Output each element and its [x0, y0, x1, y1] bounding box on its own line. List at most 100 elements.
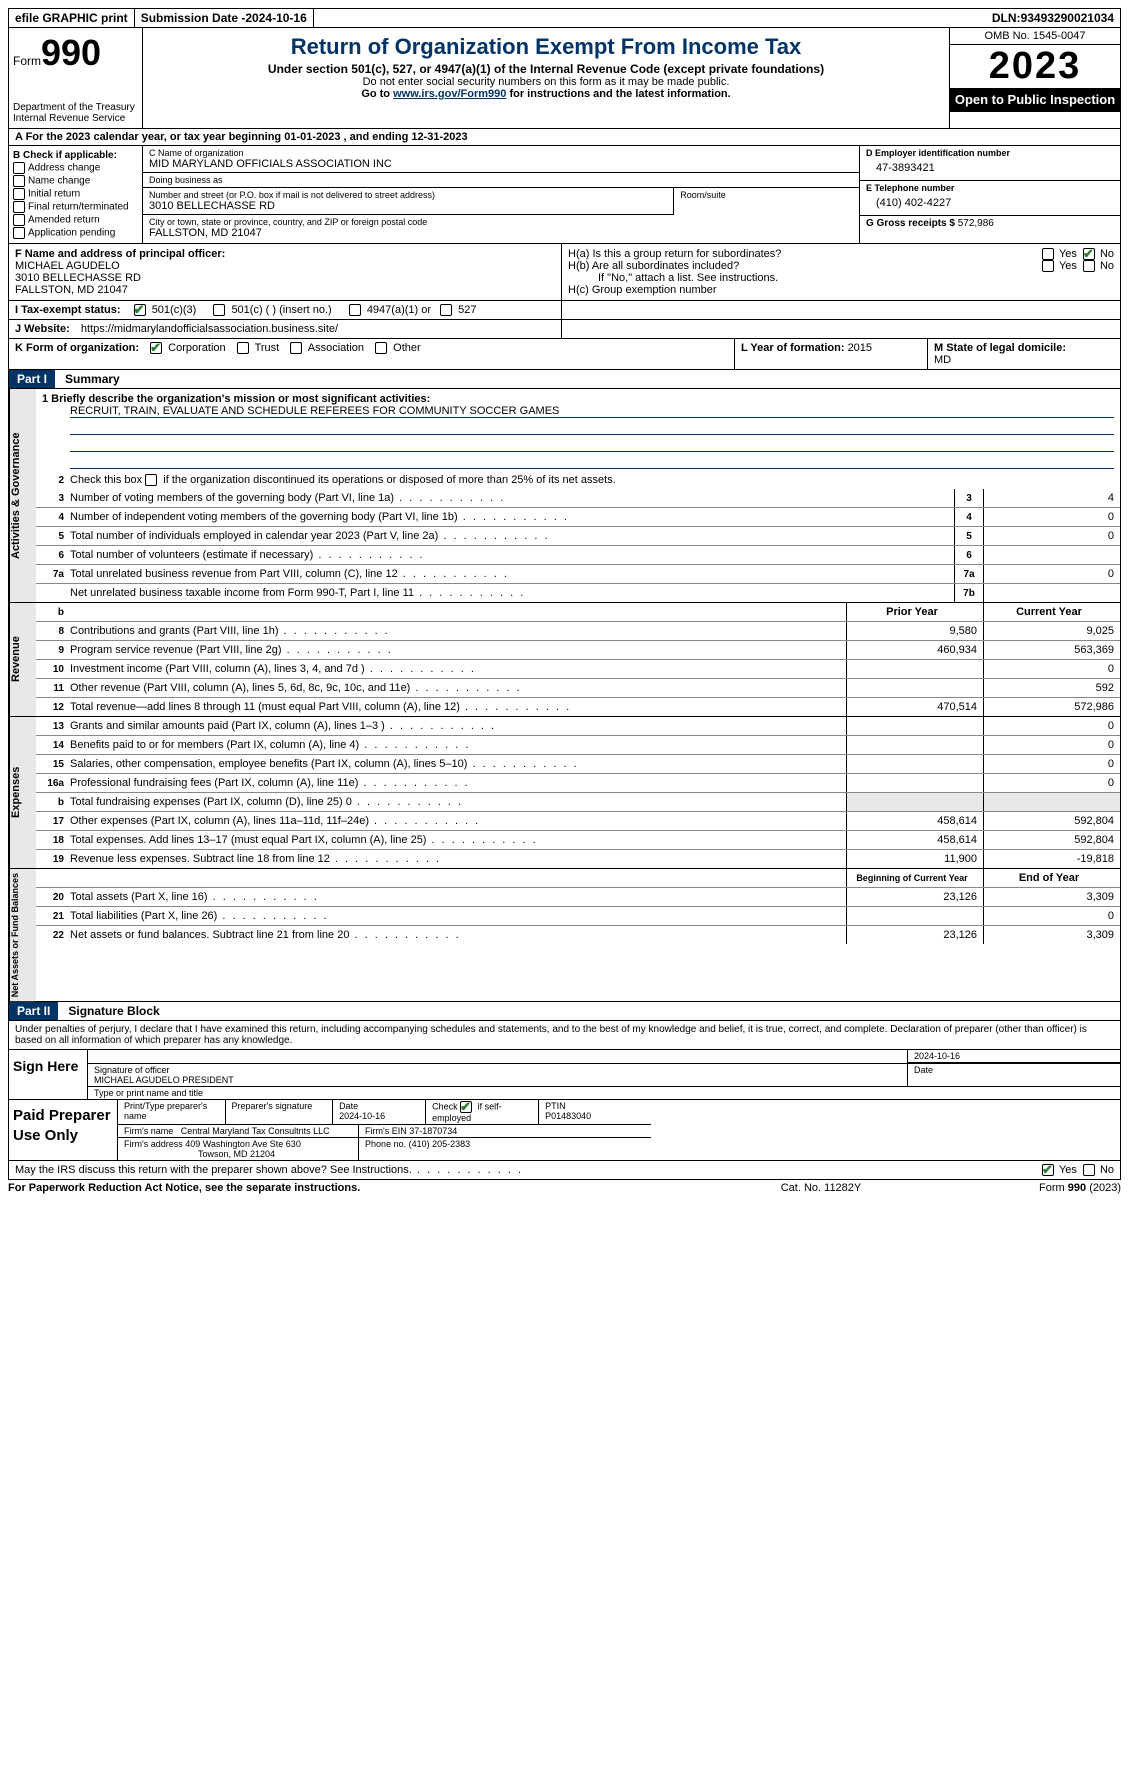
data-row: 12Total revenue—add lines 8 through 11 (…: [36, 698, 1120, 716]
ha-yes-checkbox[interactable]: [1042, 248, 1054, 260]
netassets-section: Net Assets or Fund Balances Beginning of…: [8, 869, 1121, 1002]
box-f-label: F Name and address of principal officer:: [15, 248, 555, 260]
header-right: OMB No. 1545-0047 2023 Open to Public In…: [949, 28, 1120, 128]
ck-other[interactable]: [375, 342, 387, 354]
ha-no-checkbox[interactable]: [1083, 248, 1095, 260]
data-row: 22Net assets or fund balances. Subtract …: [36, 926, 1120, 944]
line-a: A For the 2023 calendar year, or tax yea…: [8, 129, 1121, 146]
inspection-label: Open to Public Inspection: [950, 88, 1120, 112]
ck-4947[interactable]: [349, 304, 361, 316]
ck-address[interactable]: Address change: [13, 162, 138, 174]
data-row: 9Program service revenue (Part VIII, lin…: [36, 641, 1120, 660]
ein-cell: D Employer identification number 47-3893…: [860, 146, 1120, 181]
sig-date: 2024-10-16: [907, 1050, 1120, 1063]
irs-link[interactable]: www.irs.gov/Form990: [393, 88, 506, 100]
ck-trust[interactable]: [237, 342, 249, 354]
firm-phone-cell: Phone no. (410) 205-2383: [358, 1138, 651, 1160]
box-h-cont: [562, 301, 1120, 319]
part1-header: Part I Summary: [8, 370, 1121, 389]
h-b: H(b) Are all subordinates included? Yes …: [568, 260, 1114, 272]
klm-row: K Form of organization: Corporation Trus…: [8, 339, 1121, 370]
gov-row: 4Number of independent voting members of…: [36, 508, 1120, 527]
subtitle-1: Under section 501(c), 527, or 4947(a)(1)…: [149, 62, 943, 76]
data-row: 14Benefits paid to or for members (Part …: [36, 736, 1120, 755]
subtitle-3: Go to www.irs.gov/Form990 for instructio…: [149, 88, 943, 100]
box-h: H(a) Is this a group return for subordin…: [562, 244, 1120, 300]
ck-assoc[interactable]: [290, 342, 302, 354]
hb-yes-checkbox[interactable]: [1042, 260, 1054, 272]
hb-no-checkbox[interactable]: [1083, 260, 1095, 272]
gov-row: 6Total number of volunteers (estimate if…: [36, 546, 1120, 565]
type-name-label: Type or print name and title: [88, 1087, 1120, 1099]
ck-corp[interactable]: [150, 342, 162, 354]
gross-cell: G Gross receipts $ 572,986: [860, 216, 1120, 231]
exp-sidetab: Expenses: [9, 717, 36, 868]
ck-selfemployed[interactable]: [460, 1101, 472, 1113]
ck-501c[interactable]: [213, 304, 225, 316]
rev-sidetab: Revenue: [9, 603, 36, 716]
penalty-text: Under penalties of perjury, I declare th…: [8, 1021, 1121, 1050]
gov-row: 5Total number of individuals employed in…: [36, 527, 1120, 546]
data-row: 17Other expenses (Part IX, column (A), l…: [36, 812, 1120, 831]
entity-block: B Check if applicable: Address change Na…: [8, 146, 1121, 244]
gross-receipts: 572,986: [958, 218, 994, 229]
page-footer: For Paperwork Reduction Act Notice, see …: [8, 1180, 1121, 1194]
ck-amended[interactable]: Amended return: [13, 214, 138, 226]
sig-officer-cell: Signature of officer MICHAEL AGUDELO PRE…: [88, 1064, 907, 1086]
preparer-section: Paid Preparer Use Only Print/Type prepar…: [8, 1100, 1121, 1161]
officer-street: 3010 BELLECHASSE RD: [15, 272, 555, 284]
prep-selfemp-cell: Check if self-employed: [425, 1100, 538, 1124]
phone-value: (410) 402-4227: [866, 193, 1114, 213]
expenses-section: Expenses 13Grants and similar amounts pa…: [8, 717, 1121, 869]
h-b-note: If "No," attach a list. See instructions…: [568, 272, 1114, 284]
phone-cell: E Telephone number (410) 402-4227: [860, 181, 1120, 216]
box-deg: D Employer identification number 47-3893…: [859, 146, 1120, 243]
officer-city: FALLSTON, MD 21047: [15, 284, 555, 296]
form-title: Return of Organization Exempt From Incom…: [149, 34, 943, 60]
ck-initial[interactable]: Initial return: [13, 188, 138, 200]
data-row: 20Total assets (Part X, line 16)23,1263,…: [36, 888, 1120, 907]
footer-left: For Paperwork Reduction Act Notice, see …: [8, 1182, 721, 1194]
data-row: 18Total expenses. Add lines 13–17 (must …: [36, 831, 1120, 850]
blank-line: [70, 454, 1114, 469]
box-b: B Check if applicable: Address change Na…: [9, 146, 143, 243]
ck-pending[interactable]: Application pending: [13, 227, 138, 239]
dln: DLN: 93493290021034: [986, 9, 1120, 27]
gov-section: Activities & Governance 1 Briefly descri…: [8, 389, 1121, 603]
part2-label: Part II: [9, 1002, 58, 1020]
discuss-yes-checkbox[interactable]: [1042, 1164, 1054, 1176]
ck-527[interactable]: [440, 304, 452, 316]
efile-label: efile GRAPHIC print: [9, 9, 135, 27]
preparer-label: Paid Preparer Use Only: [9, 1100, 118, 1160]
org-name: MID MARYLAND OFFICIALS ASSOCIATION INC: [149, 158, 853, 170]
gov-row: Net unrelated business taxable income fr…: [36, 584, 1120, 602]
data-row: 13Grants and similar amounts paid (Part …: [36, 717, 1120, 736]
ck-discontinued[interactable]: [145, 474, 157, 486]
discuss-no-checkbox[interactable]: [1083, 1164, 1095, 1176]
data-row: 10Investment income (Part VIII, column (…: [36, 660, 1120, 679]
mission-label: 1 Briefly describe the organization's mi…: [42, 393, 1114, 405]
sign-section: Sign Here 2024-10-16 Signature of office…: [8, 1050, 1121, 1100]
prep-sig-label: Preparer's signature: [225, 1100, 333, 1124]
begin-year-hdr: Beginning of Current Year: [846, 869, 983, 887]
dept-label: Department of the Treasury Internal Reve…: [13, 102, 138, 124]
tax-year: 2023: [950, 45, 1120, 88]
ck-name[interactable]: Name change: [13, 175, 138, 187]
j-row: J Website: https://midmarylandofficialsa…: [8, 320, 1121, 339]
officer-sig-name: MICHAEL AGUDELO PRESIDENT: [94, 1075, 901, 1085]
ij-row: I Tax-exempt status: 501(c)(3) 501(c) ( …: [8, 301, 1121, 320]
ptin-cell: PTINP01483040: [538, 1100, 651, 1124]
city-cell: City or town, state or province, country…: [143, 215, 859, 241]
rev-hdr-row: b Prior Year Current Year: [36, 603, 1120, 622]
firm-name-cell: Firm's name Central Maryland Tax Consult…: [118, 1125, 358, 1137]
ck-501c3[interactable]: [134, 304, 146, 316]
box-k: K Form of organization: Corporation Trus…: [9, 339, 735, 369]
data-row: 21Total liabilities (Part X, line 26)0: [36, 907, 1120, 926]
mission-text: RECRUIT, TRAIN, EVALUATE AND SCHEDULE RE…: [70, 405, 1114, 418]
ck-final[interactable]: Final return/terminated: [13, 201, 138, 213]
prep-name-label: Print/Type preparer's name: [118, 1100, 225, 1124]
box-m: M State of legal domicile:MD: [928, 339, 1120, 369]
sig-date-label: Date: [907, 1064, 1120, 1086]
data-row: bTotal fundraising expenses (Part IX, co…: [36, 793, 1120, 812]
end-year-hdr: End of Year: [983, 869, 1120, 887]
